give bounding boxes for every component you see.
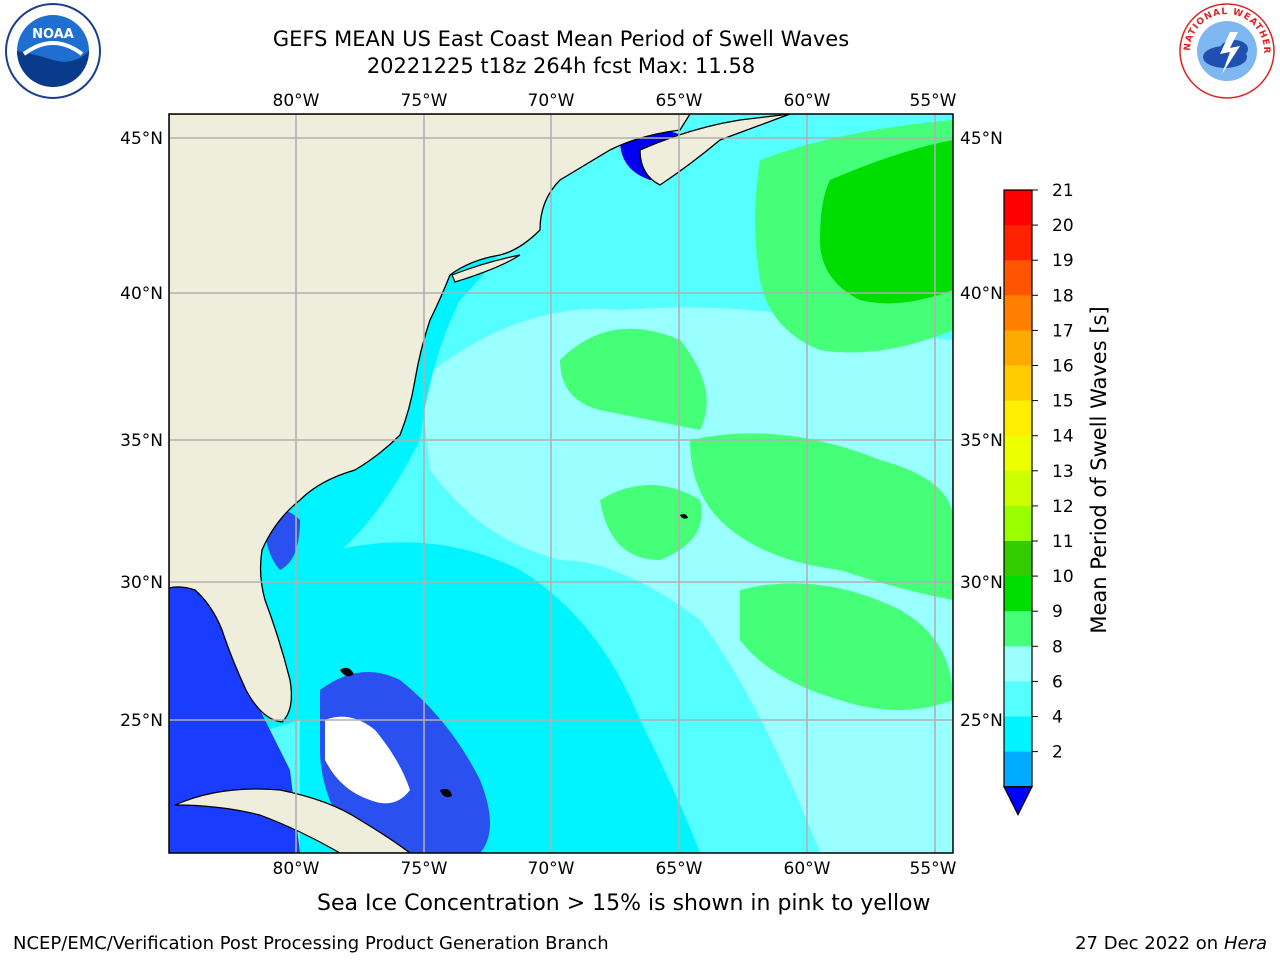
- colorbar-label: Mean Period of Swell Waves [s]: [1087, 306, 1111, 633]
- machine-name: Hera: [1223, 933, 1267, 954]
- lat-label: 40°N: [960, 284, 1003, 304]
- lat-label: 25°N: [960, 711, 1003, 731]
- colorbar-segment: [1004, 330, 1032, 366]
- colorbar-segment: [1004, 435, 1032, 472]
- map-frame: [168, 113, 954, 854]
- lon-label: 75°W: [401, 91, 448, 111]
- lon-label: 65°W: [656, 91, 703, 111]
- colorbar-tick-label: 4: [1052, 708, 1063, 728]
- colorbar-tick-label: 18: [1052, 286, 1074, 306]
- no-data-patch: [325, 716, 410, 804]
- chart-subtitle: 20221225 t18z 264h fcst Max: 11.58: [366, 54, 756, 78]
- colorbar-segment: [1004, 751, 1032, 788]
- island-grand-bahama: [340, 667, 354, 677]
- colorbar-segment: [1004, 646, 1032, 682]
- colorbar-tick-label: 19: [1052, 251, 1074, 271]
- lon-label: 80°W: [273, 91, 320, 111]
- colorbar-tick-label: 11: [1052, 532, 1074, 552]
- colorbar-segment: [1004, 400, 1032, 437]
- colorbar-tick-label: 16: [1052, 357, 1074, 377]
- chart-title: GEFS MEAN US East Coast Mean Period of S…: [272, 27, 850, 51]
- lon-label: 60°W: [784, 91, 831, 111]
- island-bermuda: [680, 514, 688, 519]
- lon-label: 65°W: [656, 859, 703, 879]
- date-text: 27 Dec 2022 on: [1075, 933, 1219, 954]
- colorbar-tick-label: 12: [1052, 497, 1074, 517]
- colorbar-segment: [1004, 611, 1032, 647]
- noaa-logo-icon: NOAA: [5, 3, 101, 99]
- lat-labels-left: 45°N 40°N 35°N 30°N 25°N: [120, 129, 163, 731]
- ocean-field-under-2s-gulf: [169, 585, 300, 853]
- colorbar-tick-label: 10: [1052, 567, 1074, 587]
- credit-text: NCEP/EMC/Verification Post Processing Pr…: [13, 933, 609, 954]
- lat-label: 35°N: [960, 431, 1003, 451]
- nws-logo-icon: NATIONAL WEATHER SERVICE: [1178, 2, 1275, 99]
- land-nova-scotia: [639, 114, 791, 186]
- lat-label: 30°N: [960, 573, 1003, 593]
- colorbar-segment: [1004, 190, 1032, 226]
- land-north-america: [169, 114, 691, 723]
- colorbar-tick-label: 8: [1052, 637, 1063, 657]
- map-plot-area: [169, 114, 953, 853]
- colorbar-tick-label: 15: [1052, 392, 1074, 412]
- colorbar-tick-label: 14: [1052, 427, 1074, 447]
- lon-label: 70°W: [528, 859, 575, 879]
- ocean-field-9-10s-b: [690, 433, 953, 600]
- colorbar: 21 20 19 18 17 16 15 14 13 12 11 10 9 8 6 4 2: [1003, 181, 1074, 817]
- lon-label: 60°W: [784, 859, 831, 879]
- lon-label: 80°W: [273, 859, 320, 879]
- colorbar-tick-label: 6: [1052, 672, 1063, 692]
- colorbar-segment: [1004, 716, 1032, 753]
- colorbar-segment: [1004, 505, 1032, 542]
- ocean-field-9-10s-d: [740, 583, 953, 710]
- sea-ice-note: Sea Ice Concentration > 15% is shown in …: [317, 891, 931, 916]
- ocean-field-10-11s: [820, 140, 953, 304]
- map-gridlines: [169, 114, 953, 853]
- colorbar-tick-label: 20: [1052, 216, 1074, 236]
- colorbar-tick-label: 17: [1052, 321, 1074, 341]
- ocean-field-9-10s-c: [600, 485, 702, 560]
- ocean-field-2-4s-bahamas: [320, 672, 490, 853]
- colorbar-segment: [1004, 470, 1032, 507]
- lat-labels-right: 45°N 40°N 35°N 30°N 25°N: [960, 129, 1003, 731]
- colorbar-segment: [1004, 541, 1032, 577]
- land-long-island: [451, 254, 521, 283]
- lat-label: 35°N: [120, 431, 163, 451]
- land-cuba: [174, 788, 412, 853]
- lat-label: 25°N: [120, 711, 163, 731]
- colorbar-under-arrow: [1003, 786, 1033, 817]
- lat-label: 45°N: [120, 129, 163, 149]
- colorbar-segment: [1004, 681, 1032, 717]
- island-bahamas: [440, 788, 452, 798]
- colorbar-tick-label: 2: [1052, 743, 1063, 763]
- colorbar-segment: [1004, 260, 1032, 296]
- colorbar-segment: [1004, 295, 1032, 331]
- lon-label: 70°W: [528, 91, 575, 111]
- lon-label: 75°W: [401, 859, 448, 879]
- colorbar-tick-label: 9: [1052, 602, 1063, 622]
- lon-labels-bottom: 80°W 75°W 70°W 65°W 60°W 55°W: [273, 859, 957, 879]
- date-stamp: 27 Dec 2022 on Hera: [1075, 933, 1267, 954]
- colorbar-segment: [1004, 365, 1032, 402]
- lon-label: 55°W: [910, 859, 957, 879]
- lon-label: 55°W: [910, 91, 957, 111]
- colorbar-segment: [1004, 576, 1032, 612]
- lat-label: 45°N: [960, 129, 1003, 149]
- lon-labels-top: 80°W 75°W 70°W 65°W 60°W 55°W: [273, 91, 957, 111]
- lat-label: 30°N: [120, 573, 163, 593]
- ocean-field-9-10s-a: [560, 328, 707, 430]
- colorbar-tick-label: 21: [1052, 181, 1074, 201]
- colorbar-tick-label: 13: [1052, 462, 1074, 482]
- colorbar-segment: [1004, 225, 1032, 261]
- lat-label: 40°N: [120, 284, 163, 304]
- colorbar-frame: [1003, 189, 1033, 788]
- noaa-logo-text: NOAA: [32, 27, 74, 42]
